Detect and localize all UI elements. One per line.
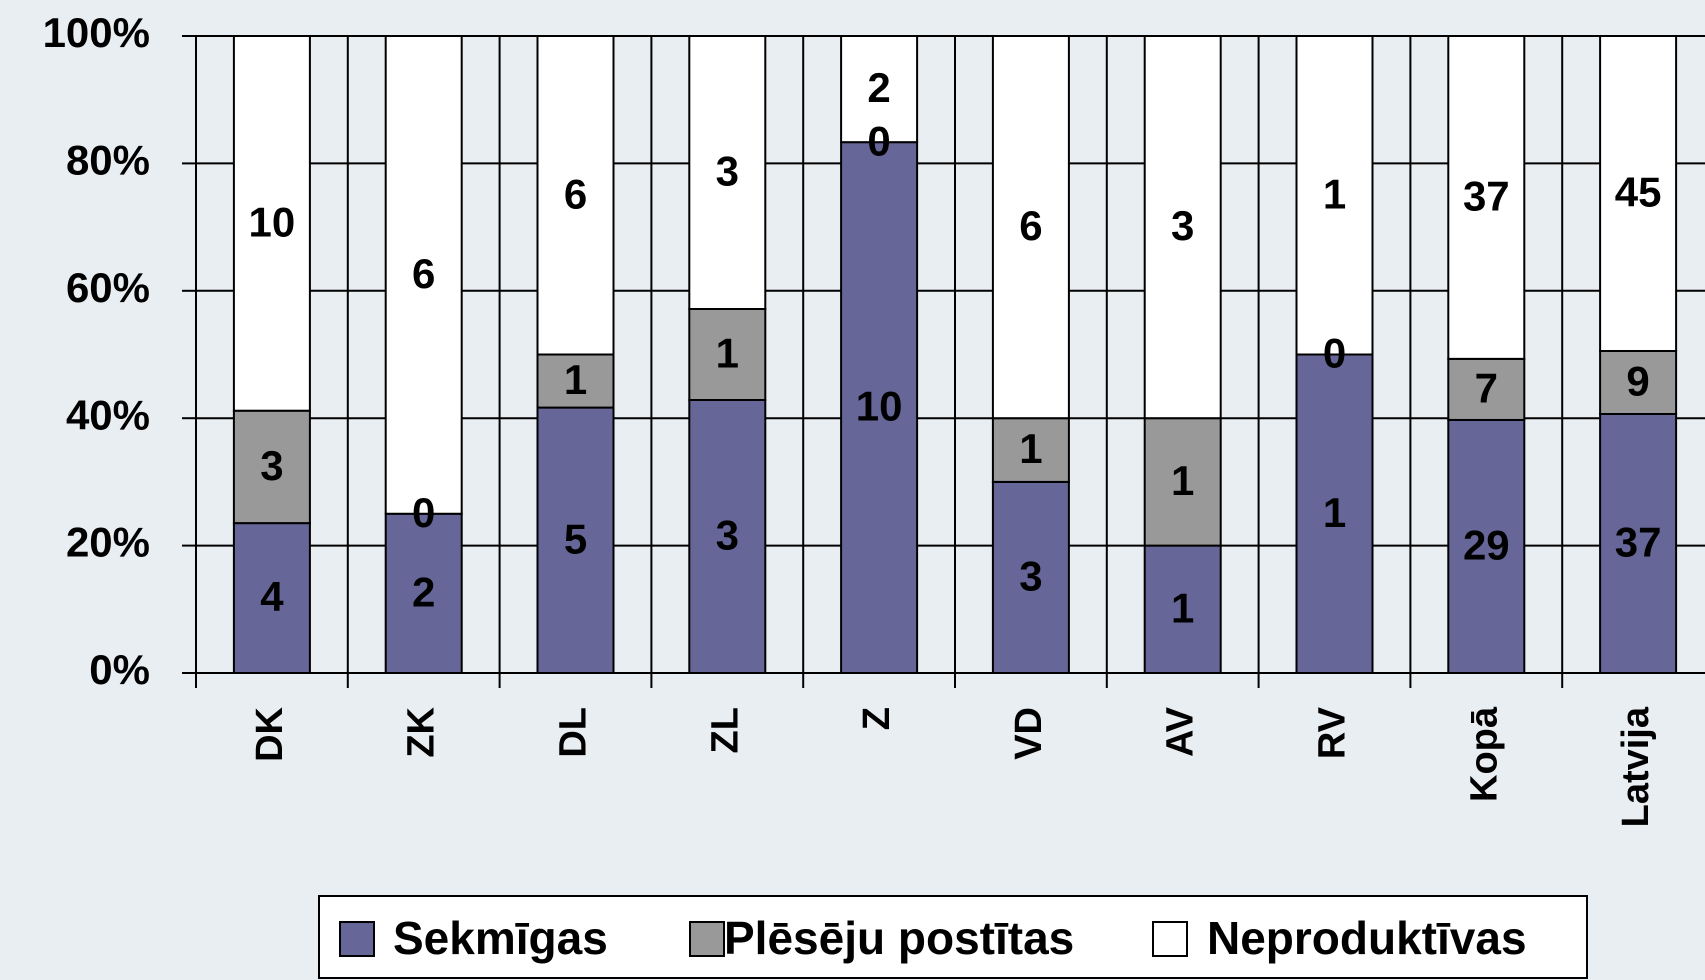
x-tick-label: RV <box>1312 706 1354 759</box>
data-label: 3 <box>716 512 739 559</box>
x-tick-label: ZK <box>401 706 443 757</box>
y-tick-label: 60% <box>66 264 150 311</box>
data-label: 10 <box>249 198 296 245</box>
x-tick-label: ZL <box>704 707 746 753</box>
legend-swatch <box>1152 921 1188 957</box>
data-label: 6 <box>564 170 587 217</box>
bar-segment <box>991 35 1070 420</box>
x-tick-label: AV <box>1160 706 1202 757</box>
data-label: 37 <box>1463 173 1510 220</box>
y-tick-label: 100% <box>43 9 150 56</box>
y-tick-label: 80% <box>66 136 150 183</box>
bar-segment <box>1143 417 1222 547</box>
data-label: 37 <box>1615 519 1662 566</box>
bar-segment <box>384 35 463 515</box>
data-label: 1 <box>1323 489 1346 536</box>
bar-segment <box>232 522 311 675</box>
bar-segment <box>688 308 767 401</box>
bar-segment <box>991 480 1070 674</box>
data-label: 3 <box>1171 202 1194 249</box>
bar-segment <box>1447 418 1526 674</box>
data-label: 1 <box>1171 457 1194 504</box>
bar-segment <box>1295 35 1374 356</box>
data-label: 0 <box>412 489 435 536</box>
data-label: 1 <box>1323 170 1346 217</box>
x-tick-label: Latvija <box>1615 706 1657 827</box>
bar-segment <box>840 35 919 144</box>
bar-segment <box>536 406 615 674</box>
data-label: 1 <box>564 356 587 403</box>
bar-segment <box>536 35 615 356</box>
bar-segment <box>991 417 1070 483</box>
bar-segment <box>1447 35 1526 360</box>
data-label: 6 <box>1019 202 1042 249</box>
x-tick-label: VD <box>1008 707 1050 760</box>
y-tick-label: 0% <box>89 646 150 693</box>
data-label: 3 <box>260 442 283 489</box>
legend-box <box>318 895 1588 979</box>
data-label: 0 <box>867 117 890 164</box>
bar-segment <box>1447 357 1526 421</box>
data-label: 1 <box>1019 425 1042 472</box>
data-label: 9 <box>1626 358 1649 405</box>
bar-segment <box>536 353 615 409</box>
legend-swatch <box>339 921 375 957</box>
data-label: 1 <box>1171 584 1194 631</box>
data-label: 7 <box>1475 364 1498 411</box>
legend-label: Plēsēju postītas <box>724 912 1074 964</box>
legend-label: Sekmīgas <box>393 912 608 964</box>
data-label: 0 <box>1323 330 1346 377</box>
bar-segment <box>232 35 311 412</box>
legend-swatch <box>689 921 725 957</box>
data-label: 3 <box>1019 553 1042 600</box>
data-label: 45 <box>1615 169 1662 216</box>
x-tick-label: Z <box>856 707 898 730</box>
data-label: 10 <box>856 383 903 430</box>
bar-segment <box>232 409 311 525</box>
data-label: 6 <box>412 250 435 297</box>
bar-segment <box>840 141 919 674</box>
data-label: 3 <box>716 148 739 195</box>
data-label: 5 <box>564 515 587 562</box>
data-label: 1 <box>716 330 739 377</box>
y-tick-label: 40% <box>66 391 150 438</box>
bar-segment <box>384 512 463 674</box>
data-label: 29 <box>1463 522 1510 569</box>
data-label: 4 <box>260 573 284 620</box>
x-tick-label: Kopā <box>1463 706 1505 802</box>
y-tick-label: 20% <box>66 519 150 566</box>
bar-segment <box>1143 35 1222 420</box>
x-tick-label: DL <box>553 707 595 758</box>
bar-segment <box>1143 544 1222 674</box>
bar-segment <box>688 399 767 674</box>
bar-segment <box>688 35 767 310</box>
x-tick-label: DK <box>249 706 291 761</box>
legend-label: Neproduktīvas <box>1207 912 1527 964</box>
bar-segment <box>1599 35 1678 352</box>
data-label: 2 <box>867 64 890 111</box>
data-label: 2 <box>412 568 435 615</box>
